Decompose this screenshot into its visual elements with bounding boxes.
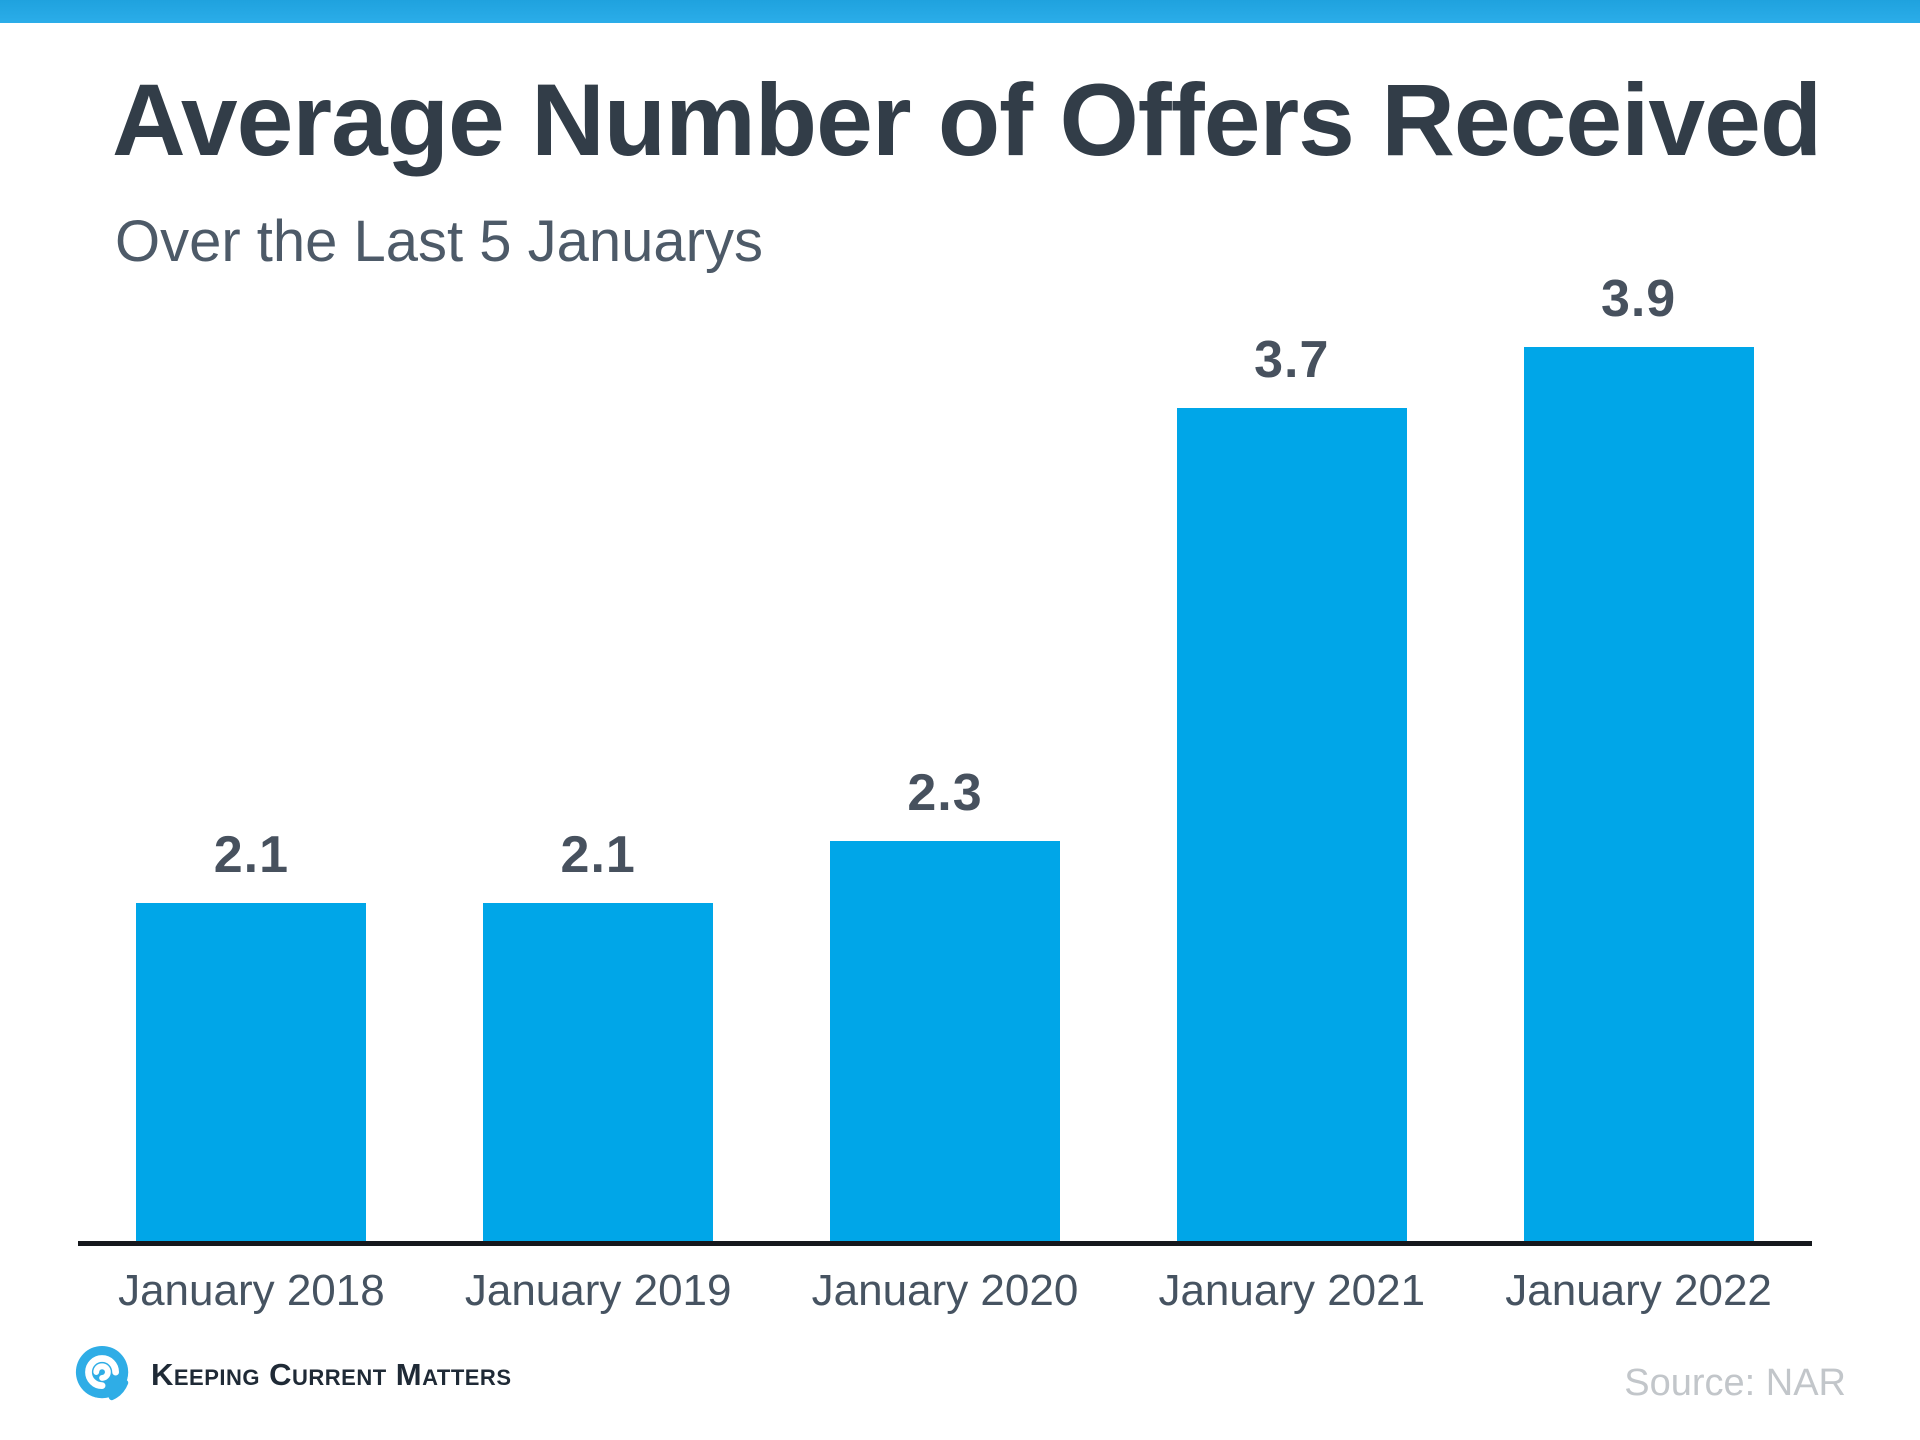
bar-value-label: 2.1 bbox=[213, 825, 290, 884]
source-attribution: Source: NAR bbox=[1624, 1362, 1846, 1404]
bar-value-label: 2.3 bbox=[907, 764, 983, 823]
bar bbox=[136, 902, 367, 1243]
bar-slot: 2.1 bbox=[78, 254, 425, 1243]
brand-name: Keeping Current Matters bbox=[151, 1357, 512, 1392]
bar bbox=[483, 902, 714, 1243]
bar bbox=[1176, 408, 1407, 1243]
category-label: January 2020 bbox=[811, 1266, 1079, 1315]
bar-chart-plot-area: 2.1 2.1 2.3 3.7 3.9 bbox=[78, 254, 1812, 1243]
bar-slot: 2.1 bbox=[425, 254, 772, 1243]
bar bbox=[829, 841, 1060, 1243]
bar-slot: 3.9 bbox=[1465, 254, 1812, 1243]
bar-slot: 2.3 bbox=[772, 254, 1119, 1243]
top-accent-strip bbox=[0, 0, 1920, 23]
category-label: January 2018 bbox=[118, 1266, 385, 1315]
category-label: January 2022 bbox=[1505, 1266, 1772, 1315]
bar-slot: 3.7 bbox=[1118, 254, 1465, 1243]
x-axis-labels: January 2018 January 2019 January 2020 Janu… bbox=[78, 1266, 1812, 1316]
bar-value-label: 3.9 bbox=[1600, 269, 1677, 328]
bar-value-label: 3.7 bbox=[1254, 331, 1330, 390]
bar bbox=[1523, 346, 1754, 1243]
swirl-logo-icon bbox=[75, 1345, 129, 1401]
category-label: January 2019 bbox=[464, 1266, 732, 1315]
bar-value-label: 2.1 bbox=[560, 825, 636, 884]
chart-subtitle: Over the Last 5 Januarys bbox=[115, 209, 763, 274]
category-label: January 2021 bbox=[1158, 1266, 1426, 1315]
brand-logo: Keeping Current Matters bbox=[73, 1344, 512, 1406]
chart-title: Average Number of Offers Received bbox=[112, 63, 1822, 177]
x-axis-line bbox=[78, 1241, 1812, 1246]
